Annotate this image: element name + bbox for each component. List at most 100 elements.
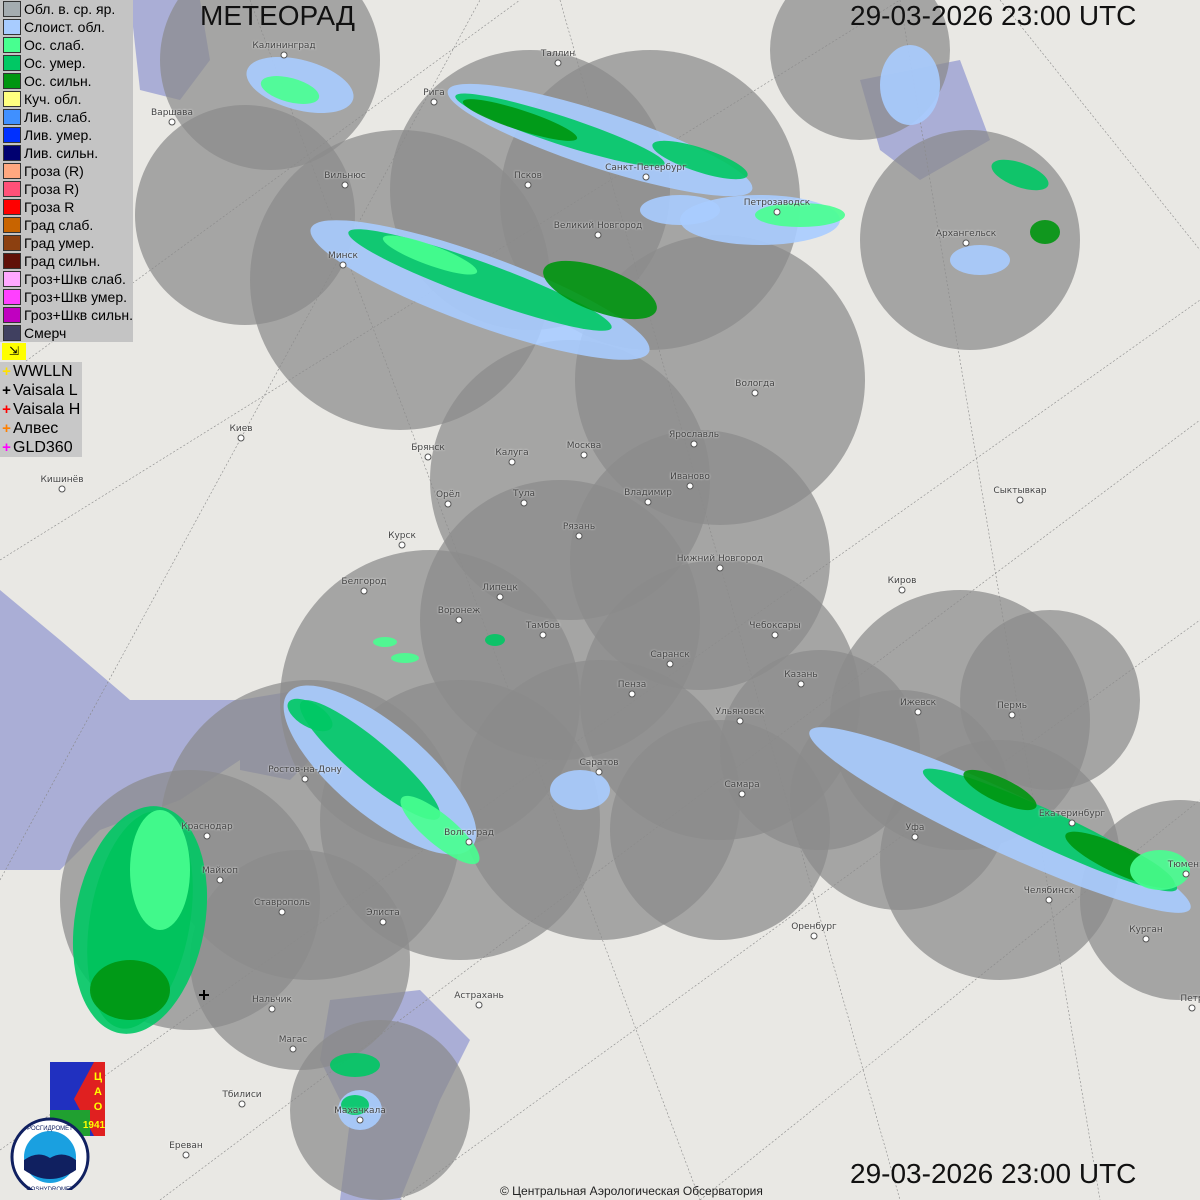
city-label: Калуга [495,448,529,458]
city-marker [914,708,922,716]
precip-echo [130,810,190,930]
city-marker [520,499,528,507]
legend-item: Гроза R) [0,180,133,198]
legend-label: Гроза R [24,199,75,215]
city-label: Краснодар [181,822,233,832]
legend: Обл. в. ср. яр. Слоист. обл. Ос. слаб. Ос. … [0,0,133,342]
city-label: Магас [278,1035,308,1045]
city-label: Махачкала [334,1106,386,1116]
precip-echo [485,634,505,646]
city-marker [475,1001,483,1009]
city-label: Тула [512,489,536,499]
city-marker [575,532,583,540]
legend-item: Гроз+Шкв умер. [0,288,133,306]
legend-label: Слоист. обл. [24,19,105,35]
city-label: Брянск [411,443,445,453]
legend-swatch [3,235,21,251]
city-label: Тамбов [525,621,561,631]
legend-label: Ос. умер. [24,55,86,71]
city-marker [216,876,224,884]
city-label: Минск [328,251,358,261]
city-marker [751,389,759,397]
roshydromet-logo: РОСГИДРОМЕТ ROSHYDROMET [10,1117,90,1190]
precip-echo [1130,850,1190,890]
city-marker [962,239,970,247]
legend-item: Лив. сильн. [0,144,133,162]
precip-echo [341,1095,369,1115]
city-label: Калининград [252,41,316,51]
city-marker [1182,870,1190,878]
timestamp-top: 29-03-2026 23:00 UTC [850,0,1137,31]
legend-label: Гроз+Шкв слаб. [24,271,126,287]
lightning-network-item[interactable]: + GLD360 [0,438,82,457]
city-label: Саратов [579,758,619,768]
legend-swatch [3,19,21,35]
city-marker [430,98,438,106]
legend-swatch [3,325,21,341]
city-marker [237,434,245,442]
city-marker [716,564,724,572]
city-marker [465,838,473,846]
city-label: Уфа [905,823,925,833]
city-label: Екатеринбург [1038,809,1106,819]
city-label: Челябинск [1023,886,1075,896]
legend-label: Гроза R) [24,181,80,197]
legend-item: Ос. умер. [0,54,133,72]
city-label: Ульяновск [715,707,765,717]
logos: Ц А О 1941 РОСГИДРОМЕТ ROSHYDROMET [10,1062,106,1190]
precip-echo [382,235,478,275]
city-marker [898,586,906,594]
flag-arrow-icon[interactable]: ⇲ [2,343,26,360]
city-label: Нальчик [252,995,292,1005]
legend-swatch [3,271,21,287]
legend-label: Град умер. [24,235,95,251]
lightning-network-label: Vaisala H [13,400,81,418]
legend-item: Гроза R [0,198,133,216]
city-label: Элиста [366,908,400,918]
svg-text:А: А [94,1086,102,1098]
city-marker [379,918,387,926]
precip-echo [299,700,441,820]
city-marker [280,51,288,59]
app-title: МЕТЕОРАД [200,0,355,31]
lightning-network-item[interactable]: + WWLLN [0,362,82,381]
city-label: Великий Новгород [553,221,643,231]
city-label: Ставрополь [253,898,311,908]
city-marker [289,1045,297,1053]
legend-label: Град слаб. [24,217,94,233]
city-label: Вильнюс [324,171,366,181]
city-marker [168,118,176,126]
svg-text:Ц: Ц [94,1071,102,1083]
lightning-cross-icon: + [2,382,11,399]
city-marker [268,1005,276,1013]
legend-swatch [3,91,21,107]
city-marker [1008,711,1016,719]
legend-swatch [3,253,21,269]
legend-swatch [3,145,21,161]
lightning-network-item[interactable]: + Алвес [0,419,82,438]
legend-label: Гроза (R) [24,163,84,179]
lightning-network-label: WWLLN [13,362,73,380]
legend-label: Гроз+Шкв умер. [24,289,128,305]
city-label: Орёл [435,490,461,500]
copyright: © Центральная Аэрологическая Обсерватори… [500,1184,763,1198]
legend-item: Обл. в. ср. яр. [0,0,133,18]
city-marker [539,631,547,639]
svg-text:1941: 1941 [83,1120,106,1131]
legend-label: Ос. слаб. [24,37,85,53]
city-label: Пермь [996,701,1028,711]
city-label: Москва [566,441,602,451]
city-label: Воронеж [437,606,481,616]
city-marker [1188,1004,1196,1012]
city-label: Архангельск [935,229,997,239]
precip-echo [543,260,657,320]
graticule-line [0,0,521,381]
legend-swatch [3,109,21,125]
lightning-network-item[interactable]: + Vaisala H [0,400,82,419]
city-label: Чебоксары [749,621,801,631]
city-marker [580,451,588,459]
city-label: Петрозаводск [743,198,811,208]
lightning-network-item[interactable]: + Vaisala L [0,381,82,400]
city-marker [773,208,781,216]
